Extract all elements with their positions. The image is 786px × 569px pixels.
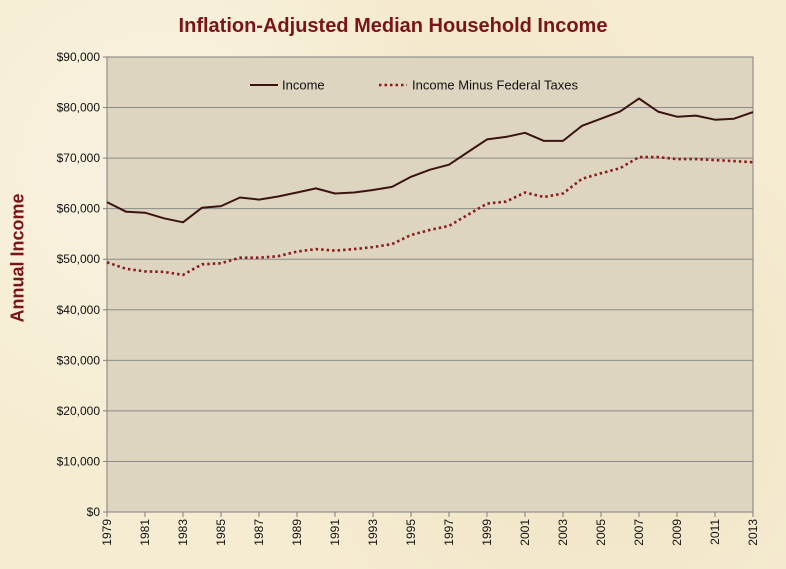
x-tick-label: 1985 — [214, 519, 228, 546]
x-tick-label: 1991 — [328, 519, 342, 546]
x-tick-label: 1995 — [404, 519, 418, 546]
x-tick-label: 1989 — [290, 519, 304, 546]
legend-label-2: Income Minus Federal Taxes — [412, 78, 578, 93]
y-tick-label: $0 — [87, 505, 101, 519]
plot-area — [106, 56, 754, 513]
series-layer — [106, 97, 754, 277]
x-tick-label: 2011 — [708, 519, 722, 545]
y-tick-label: $60,000 — [57, 202, 101, 216]
y-tick-label: $70,000 — [57, 151, 101, 165]
series-line-1 — [106, 97, 754, 224]
chart-title: Inflation-Adjusted Median Household Inco… — [178, 15, 608, 37]
y-tick-label: $90,000 — [57, 50, 101, 64]
x-tick-label: 2005 — [594, 519, 608, 546]
x-tick-label: 1983 — [176, 519, 190, 546]
y-axis-ticks: $0 $10,000 $20,000 $30,000 $40,000 $50,000 $60… — [57, 50, 107, 519]
x-tick-label: 1979 — [100, 519, 114, 546]
x-tick-label: 1999 — [480, 519, 494, 546]
x-tick-label: 2013 — [746, 519, 760, 546]
y-tick-label: $40,000 — [57, 303, 101, 317]
legend-label-1: Income — [282, 78, 325, 93]
legend: Income Income Minus Federal Taxes — [250, 78, 578, 93]
y-tick-label: $80,000 — [57, 101, 101, 115]
series-line-2 — [106, 155, 754, 277]
x-tick-label: 2003 — [556, 519, 570, 546]
y-tick-label: $50,000 — [57, 252, 101, 266]
x-axis-ticks: 1979 1981 1983 1985 1987 1989 1991 1993 1995 1997… — [100, 512, 760, 546]
x-tick-label: 1981 — [138, 519, 152, 546]
gridlines — [107, 107, 753, 462]
x-tick-label: 1997 — [442, 519, 456, 546]
x-tick-label: 2001 — [518, 519, 532, 546]
x-tick-label: 2009 — [670, 519, 684, 546]
x-tick-label: 1993 — [366, 519, 380, 546]
y-tick-label: $20,000 — [57, 404, 101, 418]
y-tick-label: $10,000 — [57, 454, 101, 468]
x-tick-label: 1987 — [252, 519, 266, 546]
y-tick-label: $30,000 — [57, 353, 101, 367]
x-tick-label: 2007 — [632, 519, 646, 546]
